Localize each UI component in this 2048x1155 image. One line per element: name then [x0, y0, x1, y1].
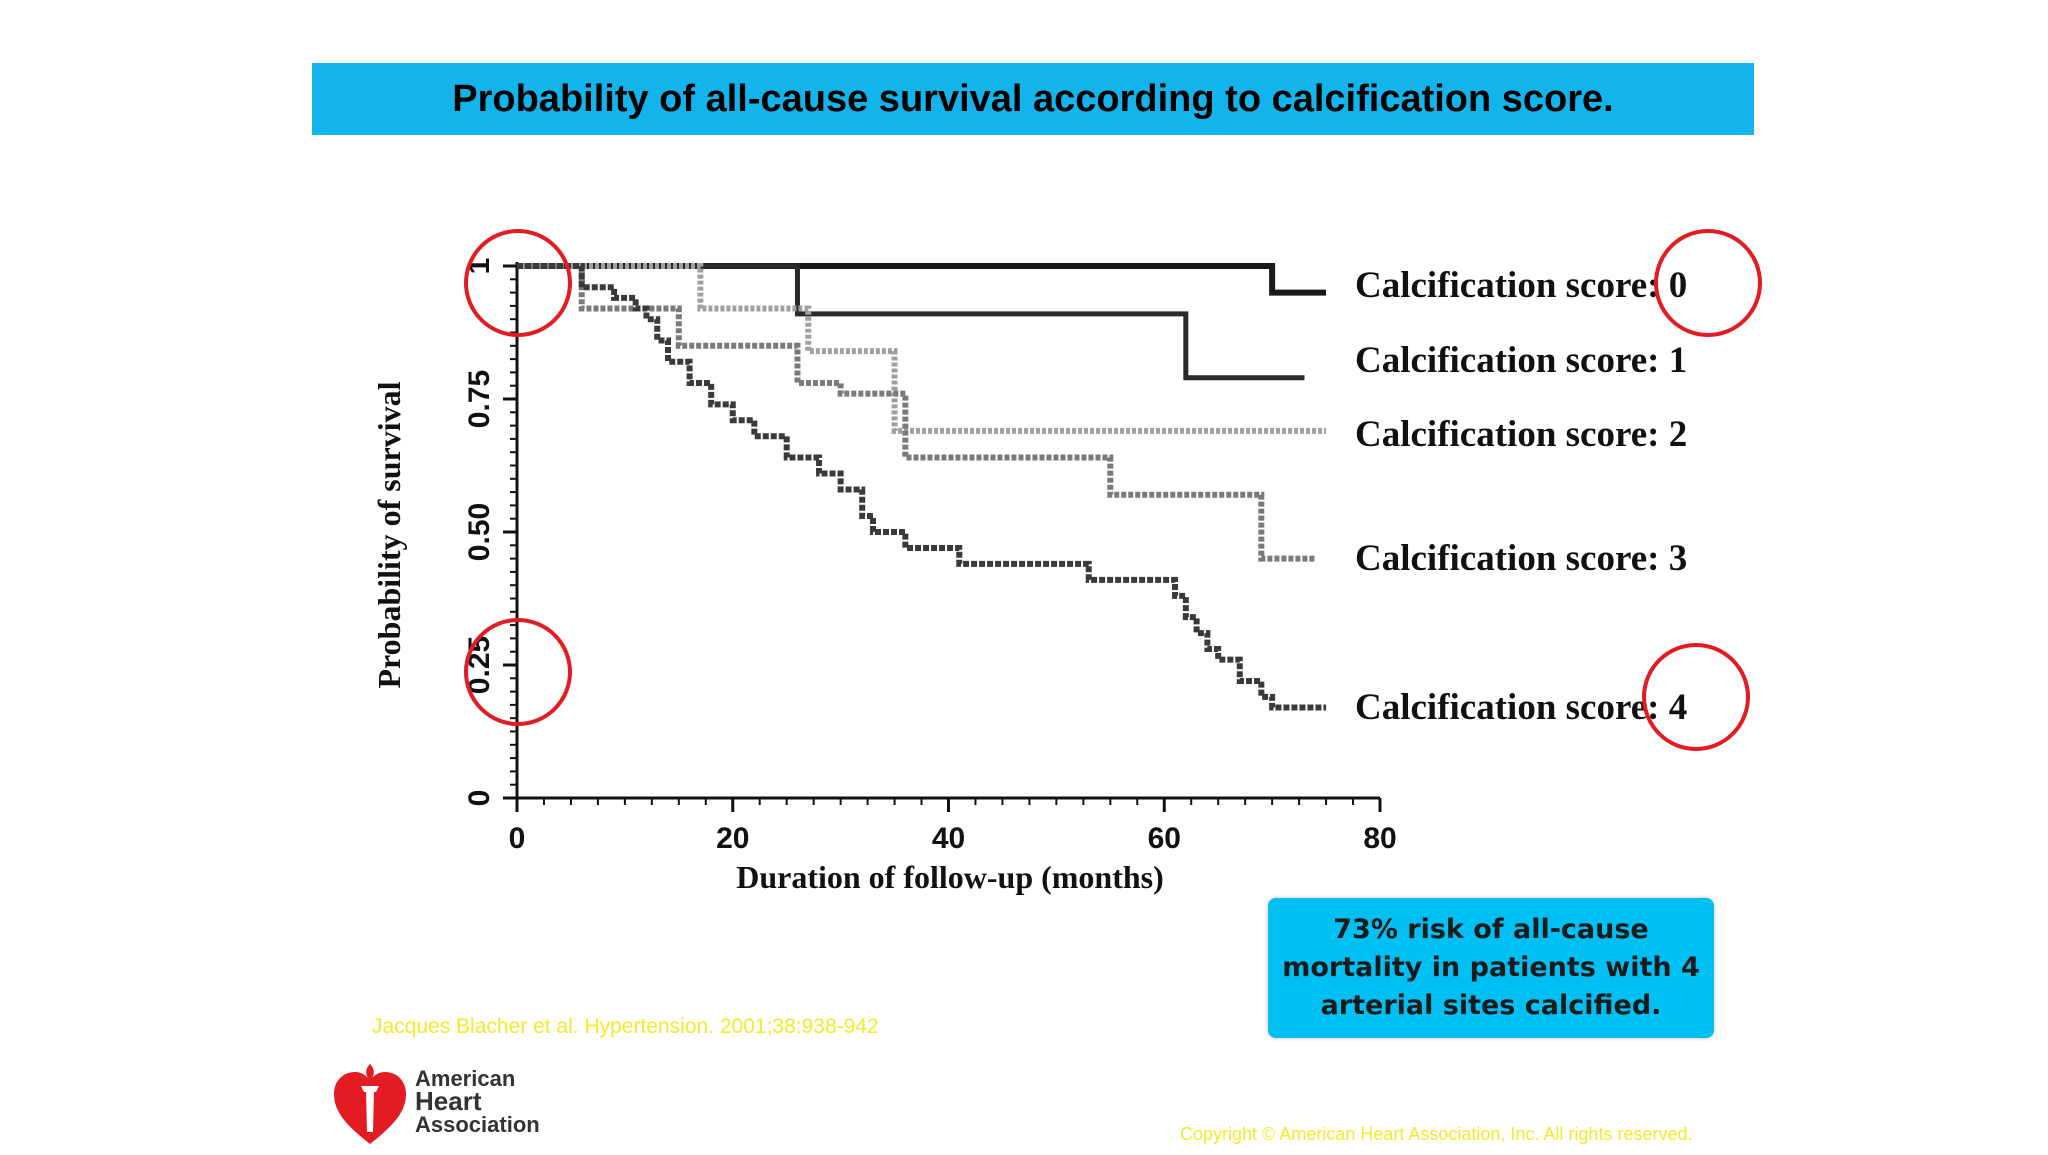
legend-label-score-4: Calcification score: 4	[1355, 687, 1687, 728]
logo-line-2: Heart	[415, 1086, 482, 1116]
citation: Jacques Blacher et al. Hypertension. 200…	[372, 1015, 879, 1038]
highlight-circle	[1642, 643, 1750, 751]
legend-label-score-2: Calcification score: 2	[1355, 414, 1687, 455]
logo-line-3: Association	[415, 1112, 540, 1137]
heart-torch-icon	[334, 1064, 406, 1144]
series-line-score-1	[517, 263, 1305, 381]
x-axis-label: Duration of follow-up (months)	[736, 859, 1164, 895]
chart-title: Probability of all-cause survival accord…	[452, 77, 1614, 120]
mortality-callout: 73% risk of all-cause mortality in patie…	[1268, 898, 1714, 1038]
legend-label-score-0: Calcification score: 0	[1355, 265, 1687, 306]
series-line-score-2	[517, 263, 1327, 434]
y-axis-label: Probability of survival	[371, 381, 407, 688]
x-tick-label: 0	[509, 822, 526, 855]
y-tick-label: 0.75	[463, 370, 496, 428]
legend-label-score-3: Calcification score: 3	[1355, 538, 1687, 579]
series-line-score-0	[517, 263, 1327, 296]
chart-series	[517, 263, 1327, 711]
series-line-score-3	[517, 263, 1316, 562]
series-line-score-4	[517, 263, 1327, 711]
y-tick-label: 0	[463, 790, 496, 807]
highlight-circle	[464, 618, 572, 726]
x-tick-label: 40	[932, 822, 965, 855]
chart-legend: Calcification score: 0 Calcification scor…	[1355, 265, 1687, 728]
x-tick-label: 20	[716, 822, 749, 855]
x-tick-label: 80	[1363, 822, 1396, 855]
title-banner: Probability of all-cause survival accord…	[312, 63, 1754, 135]
highlight-circle	[464, 229, 572, 337]
y-tick-label: 0.50	[463, 503, 496, 561]
legend-label-score-1: Calcification score: 1	[1355, 340, 1687, 381]
highlight-circle	[1654, 229, 1762, 337]
highlight-circles	[464, 229, 1762, 751]
callout-text: 73% risk of all-cause mortality in patie…	[1282, 914, 1700, 1021]
logo-line-1: American	[415, 1066, 516, 1091]
copyright: Copyright © American Heart Association, …	[1180, 1124, 1693, 1144]
x-tick-label: 60	[1148, 822, 1181, 855]
aha-logo: American Heart Association	[330, 1060, 560, 1150]
